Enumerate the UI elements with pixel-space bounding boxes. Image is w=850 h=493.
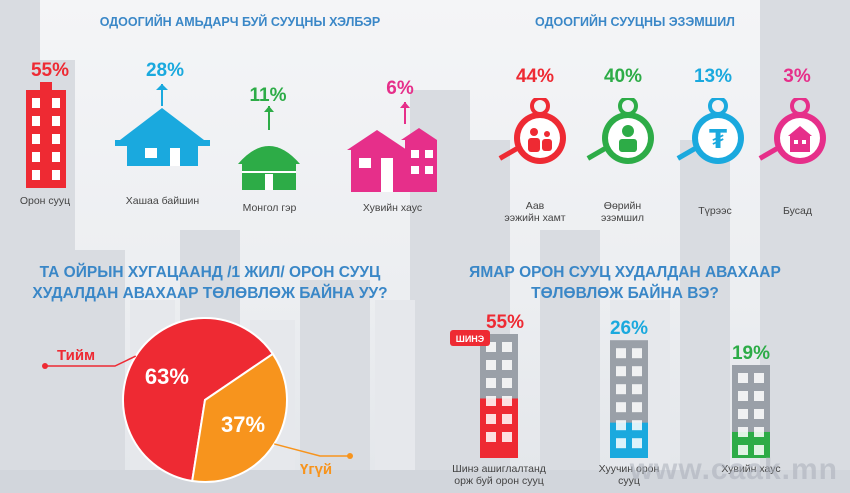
bar-window [754,391,764,401]
bar-window [738,391,748,401]
pie-slice-1 [191,352,288,483]
private-house-icon [347,102,437,192]
section1-value-ger: 11% [249,85,287,106]
section1-label-ger: Монгол гэр [242,202,297,214]
pie-leader-dot-0 [42,363,48,369]
bar-category-label-1: сууц [618,475,640,487]
bar-window [502,414,512,424]
bar-window [486,432,496,442]
bar-window [502,378,512,388]
bar-window [616,384,626,395]
pie-category-label-0: Тийм [57,347,95,364]
new-badge-label: ШИНЭ [456,334,485,344]
tugrik-key-icon: ₮ [676,98,744,164]
section2-label-family: Аав ээжийн хамт [504,200,566,224]
bar-window [738,445,748,455]
bar-window [754,427,764,437]
bar-window [616,438,626,449]
bar-window [632,348,642,359]
section1-value-house: 28% [145,60,185,81]
bar-window [502,432,512,442]
bar-window [502,360,512,370]
section2-label-other: Бусад [782,205,812,217]
bar-window [632,438,642,449]
section1-label-private-house: Хувийн хаус [362,202,423,214]
bar-window [632,384,642,395]
section1-title: ОДООГИЙН АМЬДАРЧ БУЙ СУУЦНЫ ХЭЛБЭР [99,15,381,29]
bar-window [632,366,642,377]
bar-category-label-0: Шинэ ашиглалтанд [452,463,546,475]
person-key-icon [586,98,654,164]
bar-window [502,342,512,352]
bar-window [738,409,748,419]
bar-window [616,402,626,413]
watermark: www.caak.mn [629,453,838,486]
section1-label-apartment: Орон сууц [19,195,71,207]
bar-category-label-2: Хувийн хаус [721,463,780,475]
bar-window [754,373,764,383]
pie-leader-1 [274,443,350,457]
section2-label-own: Өөрийн эзэмшил [600,200,645,224]
bar-window [632,402,642,413]
bar-window [616,366,626,377]
bar-window [486,360,496,370]
pie-leader-0 [45,355,137,367]
section4-title: ЯМАР ОРОН СУУЦ ХУДАЛДАН АВАХААР ТӨЛӨВЛӨЖ … [469,264,781,302]
section3-title: ТА ОЙРЫН ХУГАЦААНД /1 ЖИЛ/ ОРОН СУУЦ ХУДА… [32,264,388,302]
bar-window [754,445,764,455]
bar-window [616,348,626,359]
bar-window [486,414,496,424]
bar-window [486,342,496,352]
pie-value-label-0: 63% [145,364,189,389]
building-key-icon [758,98,826,164]
bar-window [754,409,764,419]
bar-value-label-2: 19% [732,343,770,364]
bar-window [486,378,496,388]
apartment-icon [26,82,66,188]
section2-value-family: 44% [515,66,555,87]
section2-value-other: 3% [783,66,811,87]
pie-chart: 63% Тийм 37% Үгүй [42,317,353,483]
bar-category-label-0: орж буй орон сууц [454,475,543,487]
pie-value-label-1: 37% [221,412,265,437]
bar-window [502,396,512,406]
bar-value-label-1: 26% [610,318,648,339]
bar-window [616,420,626,431]
bar-window [486,396,496,406]
bar-window [738,373,748,383]
bar-window [738,427,748,437]
bar-window [632,420,642,431]
ger-icon [238,106,300,190]
bar-value-label-0: 55% [486,312,524,333]
new-badge [450,330,490,346]
family-key-icon [498,98,566,164]
section2-value-rent: 13% [693,66,733,87]
pie-category-label-1: Үгүй [300,461,332,478]
section2-label-rent: Түрээс [698,205,732,217]
bar-category-label-1: Хуучин орон [599,463,660,475]
section2-title: ОДООГИЙН СУУЦНЫ ЭЗЭМШИЛ [535,15,735,29]
pie-leader-dot-1 [347,453,353,459]
section1-label-house: Хашаа байшин [125,195,200,207]
svg-text:₮: ₮ [709,125,727,155]
house-icon [115,84,210,166]
section1-value-private-house: 6% [386,78,414,99]
pie-slice-0 [122,317,275,483]
bar-fill-0 [480,398,518,458]
section2-value-own: 40% [603,66,643,87]
section1-value-apartment: 55% [30,60,70,81]
